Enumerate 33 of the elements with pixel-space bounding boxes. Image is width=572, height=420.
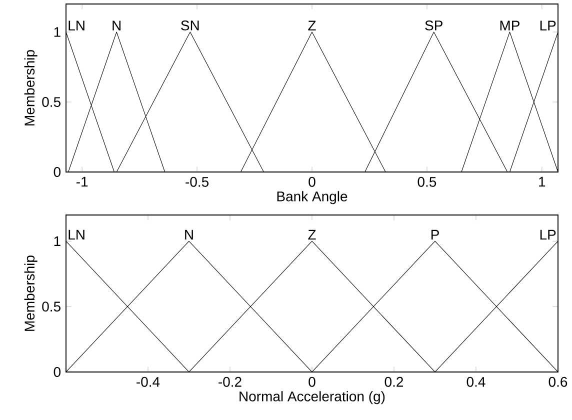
x-tick-label: 0 [308, 176, 316, 187]
y-tick-label: 0 [54, 167, 61, 177]
x-tick-label: -0.4 [136, 376, 160, 387]
x-axis-title: Bank Angle [277, 191, 348, 204]
series-label: LN [68, 230, 84, 240]
y-tick-label: 0.5 [42, 302, 60, 312]
x-tick-label: -1 [76, 176, 88, 187]
x-tick-label: -0.2 [218, 376, 242, 387]
x-tick-label: 0 [308, 376, 316, 387]
y-axis-title: Membership [24, 256, 38, 331]
x-tick-label: -0.5 [186, 176, 209, 187]
series-label: Z [308, 20, 316, 30]
series-label: Z [308, 230, 316, 240]
y-tick-label: 0 [54, 367, 61, 377]
series-label: MP [500, 20, 520, 30]
series-label: LP [540, 230, 556, 240]
x-tick-label: 0.4 [466, 376, 486, 387]
y-tick-label: 1 [54, 27, 60, 37]
x-tick-label: 1 [539, 176, 546, 187]
series-label: SP [425, 20, 442, 30]
x-axis-title: Normal Acceleration (g) [240, 391, 385, 404]
series-label: LP [540, 20, 556, 30]
x-tick-label: 0.6 [548, 376, 568, 387]
y-tick-label: 1 [54, 236, 60, 246]
x-tick-label: 0.5 [418, 176, 436, 187]
series-label: LN [68, 20, 84, 30]
y-axis-title: Membership [24, 50, 38, 126]
series-label: N [112, 20, 120, 30]
series-label: SN [181, 20, 199, 30]
series-label: P [431, 230, 439, 240]
y-tick-label: 0.5 [42, 97, 60, 107]
series-label: N [185, 230, 193, 240]
x-tick-label: 0.2 [384, 376, 404, 387]
